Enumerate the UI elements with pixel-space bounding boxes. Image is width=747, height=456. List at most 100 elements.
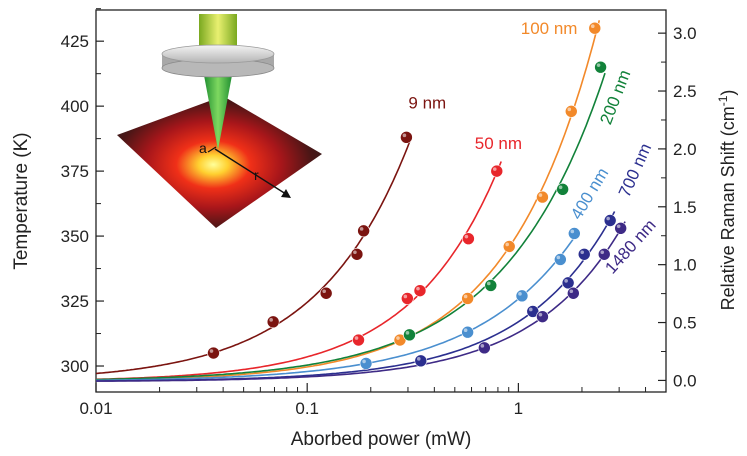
data-points: [207, 21, 627, 370]
data-point: [502, 240, 516, 253]
inset-label-r: r: [254, 167, 259, 183]
data-point-highlight: [528, 307, 533, 312]
series-label: 200 nm: [596, 67, 634, 127]
data-point: [207, 346, 220, 360]
data-point: [594, 60, 607, 74]
y-right-tick-label: 1.5: [673, 198, 697, 217]
data-point-highlight: [538, 312, 543, 317]
data-point-highlight: [505, 242, 510, 247]
series-label: 100 nm: [521, 19, 578, 38]
y-left-tick-label: 400: [61, 97, 89, 116]
data-point: [556, 183, 569, 196]
fit-curve: [96, 72, 606, 381]
y-right-tick-label: 2.0: [673, 140, 697, 159]
data-point-highlight: [405, 331, 410, 335]
y-axis-label-right-end: ): [718, 90, 738, 96]
series-label: 9 nm: [408, 93, 446, 112]
x-tick-label: 0.1: [295, 399, 319, 418]
data-point-highlight: [486, 281, 491, 286]
data-point-highlight: [538, 193, 543, 197]
data-point-highlight: [322, 289, 326, 294]
data-point: [614, 221, 627, 235]
fit-curve: [96, 20, 601, 381]
y-axis-label-right-main: Relative Raman Shift (cm: [718, 106, 738, 310]
data-point: [478, 341, 491, 355]
data-point: [577, 247, 591, 261]
data-point-highlight: [564, 279, 568, 283]
fit-curve: [96, 230, 580, 382]
data-point-highlight: [569, 289, 574, 294]
data-point-highlight: [518, 292, 522, 296]
inset-arrow-head: [281, 189, 291, 198]
data-point: [536, 190, 549, 204]
data-point: [413, 284, 427, 297]
data-point-highlight: [606, 216, 610, 221]
y-left-tick-label: 375: [61, 162, 89, 181]
data-point: [554, 253, 567, 266]
data-point: [588, 21, 602, 35]
y-left-tick-label: 325: [61, 292, 89, 311]
data-point-highlight: [396, 336, 400, 340]
inset-illustration: a r: [117, 14, 322, 228]
fit-curve: [96, 138, 412, 375]
data-point: [490, 164, 504, 178]
fit-curve: [96, 161, 502, 381]
data-point: [461, 292, 474, 305]
data-point-highlight: [492, 167, 497, 171]
data-point: [401, 292, 414, 305]
data-point-highlight: [570, 229, 575, 234]
data-point: [462, 232, 475, 245]
data-point-highlight: [359, 227, 364, 231]
axis-ticks: 0.01 0.1 1 300 325 350 375 400 425 0.0 0.5 1.0 1.5 2.…: [61, 8, 697, 418]
data-point-highlight: [567, 107, 572, 112]
data-point: [350, 247, 364, 261]
inset-a-marker: [207, 146, 217, 153]
inset-label-a: a: [199, 140, 207, 156]
data-point: [567, 286, 580, 300]
series-label: 700 nm: [615, 140, 655, 200]
data-point: [400, 131, 413, 144]
data-point-highlight: [463, 294, 468, 299]
y-axis-label-right-sup: -1: [716, 95, 730, 106]
data-point-highlight: [600, 250, 605, 255]
y-right-tick-label: 0.0: [673, 371, 697, 390]
data-point: [461, 325, 474, 339]
data-point-highlight: [354, 336, 359, 340]
y-axis-label-right: Relative Raman Shift (cm-1): [716, 90, 738, 311]
y-right-tick-label: 0.5: [673, 314, 697, 333]
inset-laser-cone: [203, 70, 233, 150]
x-tick-label: 1: [514, 399, 523, 418]
data-point: [359, 357, 373, 370]
data-point-highlight: [402, 133, 407, 138]
data-point: [484, 279, 498, 292]
data-point-highlight: [556, 255, 561, 260]
data-point-highlight: [590, 24, 595, 28]
fit-curve: [96, 221, 626, 382]
inset-lens-top: [161, 44, 275, 64]
series-label: 50 nm: [475, 134, 522, 153]
data-point-highlight: [209, 349, 214, 353]
y-axis-label-left: Temperature (K): [11, 132, 32, 269]
data-point: [352, 333, 365, 347]
series-label: 400 nm: [567, 164, 612, 222]
data-point-highlight: [480, 344, 485, 348]
data-point-highlight: [269, 318, 273, 322]
data-point: [357, 224, 370, 238]
y-left-tick-label: 425: [61, 32, 89, 51]
y-left-tick-label: 300: [61, 357, 89, 376]
data-point-highlight: [362, 359, 366, 364]
data-point-highlight: [464, 234, 469, 239]
data-point-highlight: [580, 250, 585, 255]
data-point-highlight: [416, 286, 420, 291]
data-point-highlight: [596, 63, 601, 67]
data-point-highlight: [616, 224, 621, 229]
data-point: [603, 214, 617, 227]
data-point-highlight: [558, 185, 563, 190]
inset-heat-plane: [117, 96, 322, 228]
data-point: [319, 286, 333, 300]
data-point-highlight: [416, 357, 421, 361]
data-point: [403, 328, 416, 342]
x-axis-label: Aborbed power (mW): [291, 429, 472, 450]
